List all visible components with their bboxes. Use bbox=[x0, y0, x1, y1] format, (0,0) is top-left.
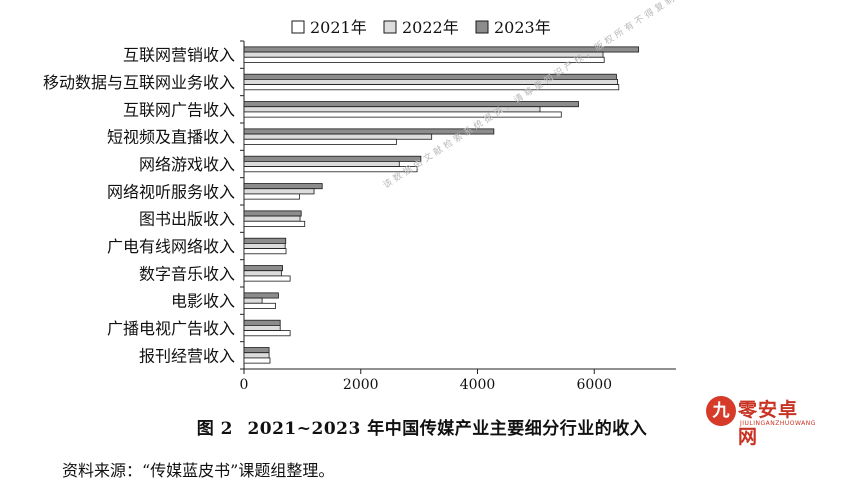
figure-caption: 图 2 2021~2023 年中国传媒产业主要细分行业的收入 bbox=[0, 414, 844, 439]
bar-2021 bbox=[243, 248, 287, 255]
bar-2022 bbox=[243, 79, 619, 86]
bar-2023 bbox=[243, 319, 281, 326]
bar-2023 bbox=[243, 237, 287, 244]
bar-2022 bbox=[243, 215, 301, 222]
bar-2023 bbox=[243, 183, 323, 190]
bar-2021 bbox=[243, 84, 620, 91]
bar-2022 bbox=[243, 188, 315, 195]
bar-2021 bbox=[243, 138, 397, 145]
category-label: 广电有线网络收入 bbox=[107, 237, 235, 256]
category-label: 短视频及直播收入 bbox=[107, 128, 235, 147]
bar-2022 bbox=[243, 133, 433, 140]
bar-2022 bbox=[243, 297, 263, 304]
watermark-logo: 九 零安卓网 JIULINGANZHUOWANG bbox=[706, 394, 816, 448]
category-label: 图书出版收入 bbox=[139, 210, 235, 229]
category-label: 电影收入 bbox=[171, 292, 235, 311]
x-tick-label: 6000 bbox=[576, 377, 612, 393]
bar-2023 bbox=[243, 292, 279, 299]
x-tick-label: 0 bbox=[240, 377, 249, 393]
figure-title: 2021~2023 年中国传媒产业主要细分行业的收入 bbox=[247, 419, 648, 439]
legend-swatch bbox=[383, 20, 397, 34]
legend-swatch bbox=[475, 20, 489, 34]
x-tick-label: 4000 bbox=[460, 377, 496, 393]
bar-2021 bbox=[243, 357, 271, 364]
bar-2022 bbox=[243, 160, 400, 167]
legend-label: 2023年 bbox=[494, 18, 551, 37]
figure-number: 图 2 bbox=[196, 419, 234, 439]
legend-label: 2021年 bbox=[310, 18, 367, 37]
source-note: 资料来源：“传媒蓝皮书”课题组整理。 bbox=[62, 461, 335, 480]
category-label: 数字音乐收入 bbox=[139, 264, 235, 283]
bar-2021 bbox=[243, 220, 306, 227]
bar-2021 bbox=[243, 302, 276, 309]
bar-2021 bbox=[243, 275, 291, 282]
bar-2021 bbox=[243, 193, 300, 200]
category-label: 广播电视广告收入 bbox=[107, 319, 235, 338]
bar-2022 bbox=[243, 270, 282, 277]
legend-swatch bbox=[291, 20, 305, 34]
bar-2021 bbox=[243, 330, 291, 337]
category-label: 报刊经营收入 bbox=[139, 346, 235, 365]
bar-2023 bbox=[243, 101, 579, 108]
bar-2023 bbox=[243, 347, 270, 354]
bar-2023 bbox=[243, 210, 302, 217]
bar-2022 bbox=[243, 51, 604, 58]
bar-2023 bbox=[243, 155, 422, 162]
logo-subtext: JIULINGANZHUOWANG bbox=[740, 420, 816, 427]
bar-2021 bbox=[243, 166, 418, 173]
bar-2022 bbox=[243, 324, 281, 331]
x-tick-label: 2000 bbox=[343, 377, 379, 393]
bar-2022 bbox=[243, 352, 270, 359]
category-label: 互联网营销收入 bbox=[123, 46, 235, 65]
bar-chart: 互联网营销收入移动数据与互联网业务收入互联网广告收入短视频及直播收入网络游戏收入… bbox=[43, 18, 676, 393]
bar-2021 bbox=[243, 56, 605, 63]
category-label: 互联网广告收入 bbox=[123, 100, 235, 119]
category-label: 网络游戏收入 bbox=[139, 155, 235, 174]
category-label: 网络视听服务收入 bbox=[107, 182, 235, 201]
logo-text: 零安卓网 bbox=[738, 399, 799, 448]
bar-2021 bbox=[243, 111, 562, 118]
category-label: 移动数据与互联网业务收入 bbox=[43, 73, 235, 92]
logo-badge-icon: 九 bbox=[706, 396, 736, 426]
bar-2023 bbox=[243, 265, 283, 272]
legend-label: 2022年 bbox=[402, 18, 459, 37]
bar-2022 bbox=[243, 242, 286, 249]
